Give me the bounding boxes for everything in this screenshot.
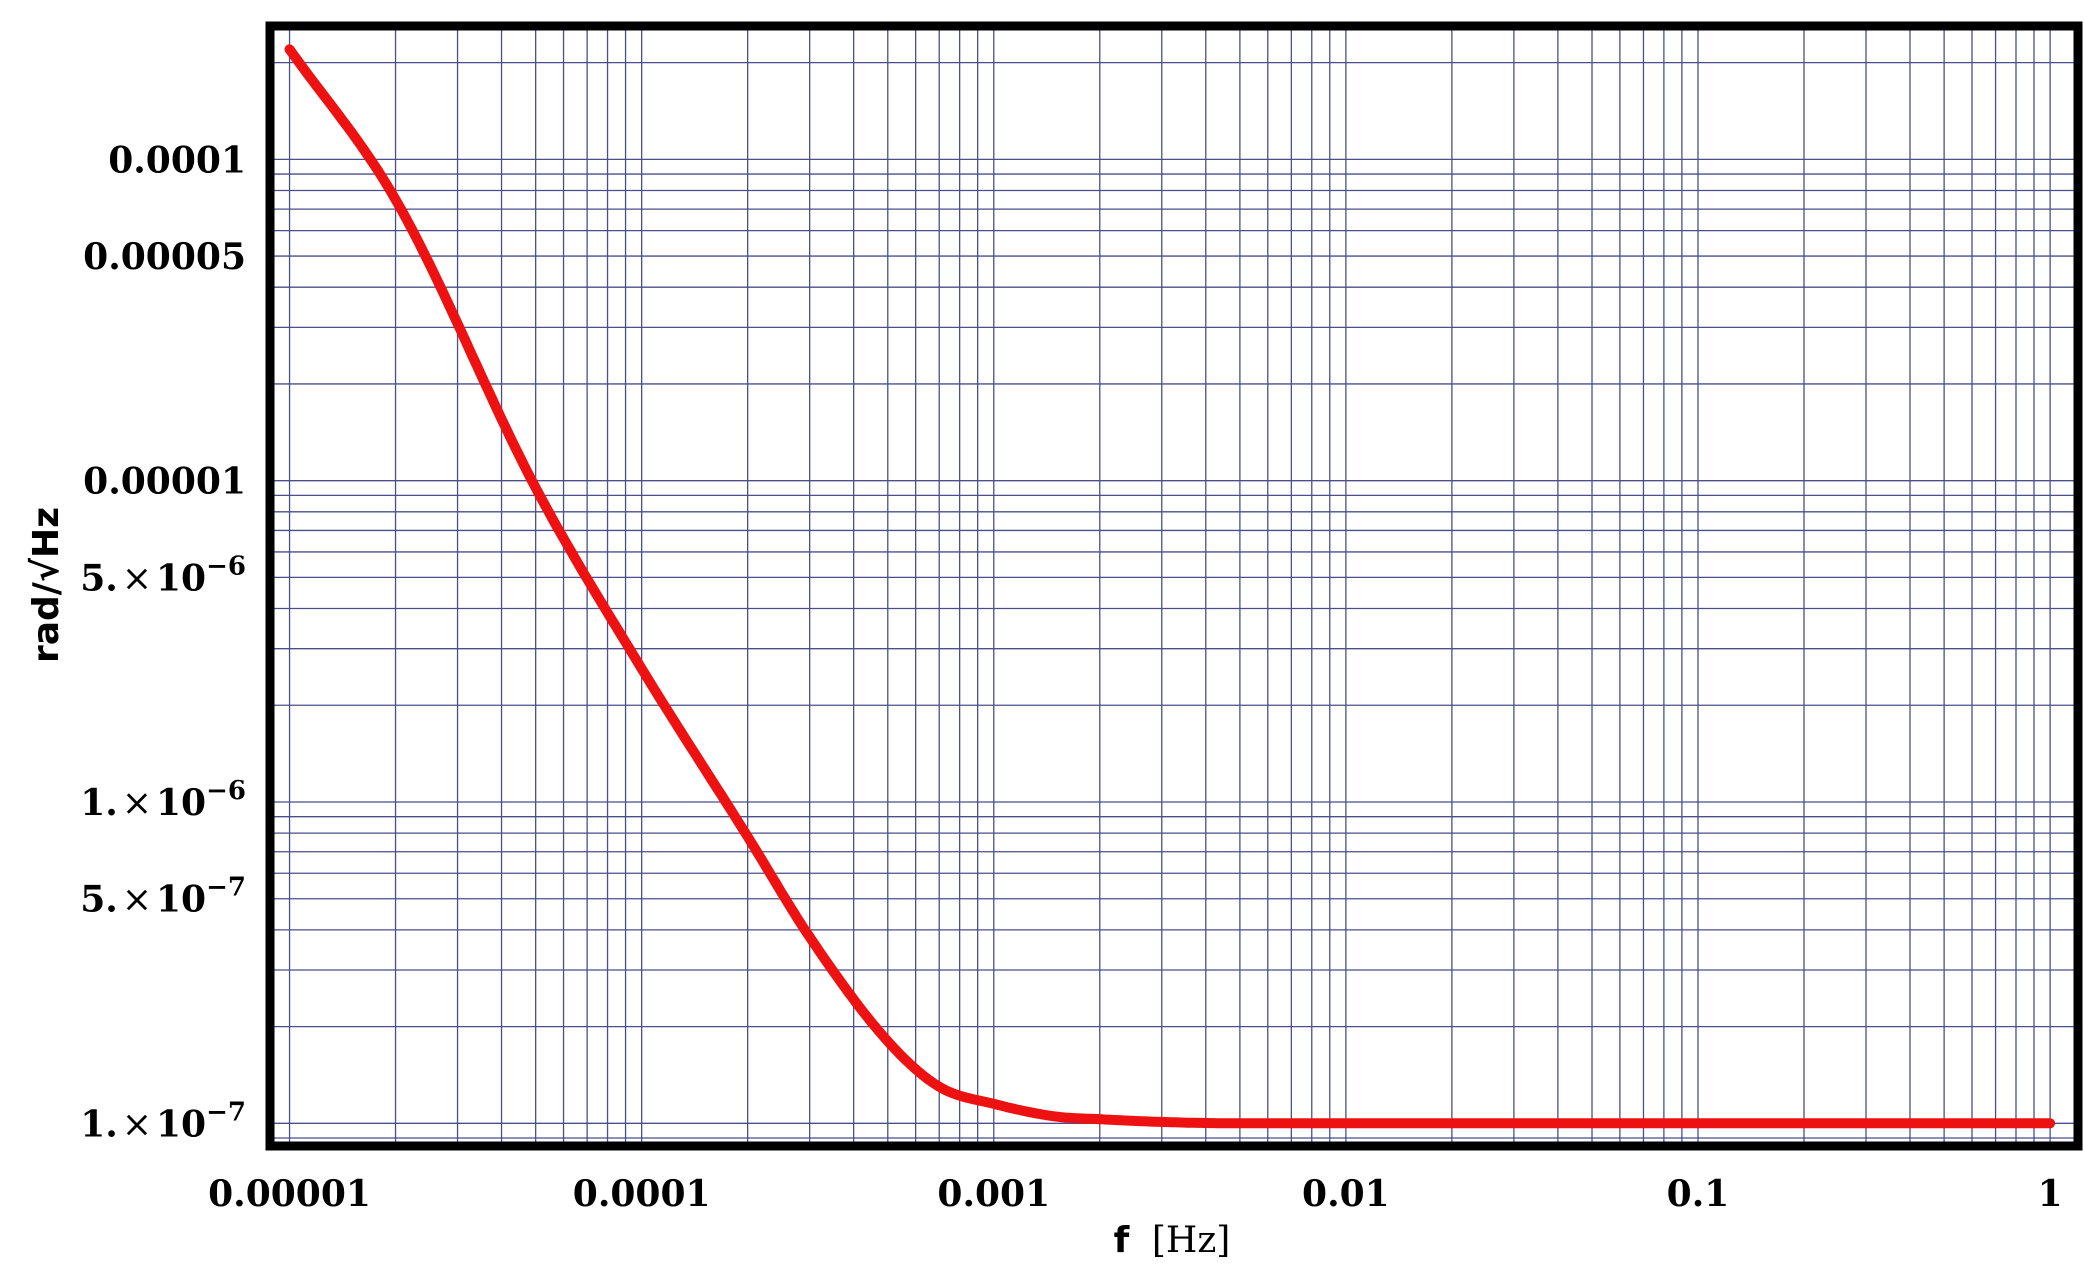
y-tick-label: 0.00001 [83,461,246,503]
y-tick-label: 5. × 10−7 [80,873,246,921]
y-axis-title: rad/√Hz [26,507,67,663]
x-tick-label: 0.0001 [573,1173,711,1215]
x-tick-label: 0.1 [1667,1173,1730,1215]
y-tick-label: 0.00005 [83,236,246,278]
x-tick-label: 0.001 [937,1173,1050,1215]
x-axis-label: f [1114,1220,1130,1261]
y-tick-label: 0.0001 [108,139,246,181]
x-tick-label: 1 [2038,1173,2063,1215]
y-tick-label: 1. × 10−6 [80,776,246,824]
x-axis-title: f [Hz] [1114,1220,1231,1261]
y-tick-labels: 1. × 10−7 5. × 10−7 1. × 10−6 5. × 10−6 0.00001 0.000… [80,139,246,1145]
y-tick-label: 5. × 10−6 [80,551,246,599]
x-tick-labels: 0.00001 0.0001 0.001 0.01 0.1 1 [208,1173,2063,1215]
x-axis-unit: [Hz] [1152,1220,1230,1261]
x-tick-label: 0.01 [1302,1173,1390,1215]
x-tick-label: 0.00001 [208,1173,371,1215]
y-tick-label: 1. × 10−7 [80,1097,246,1145]
grid [270,26,2078,1146]
plot-frame [265,21,2083,1151]
series-line [284,44,2056,1129]
series-layer [284,44,2056,1129]
